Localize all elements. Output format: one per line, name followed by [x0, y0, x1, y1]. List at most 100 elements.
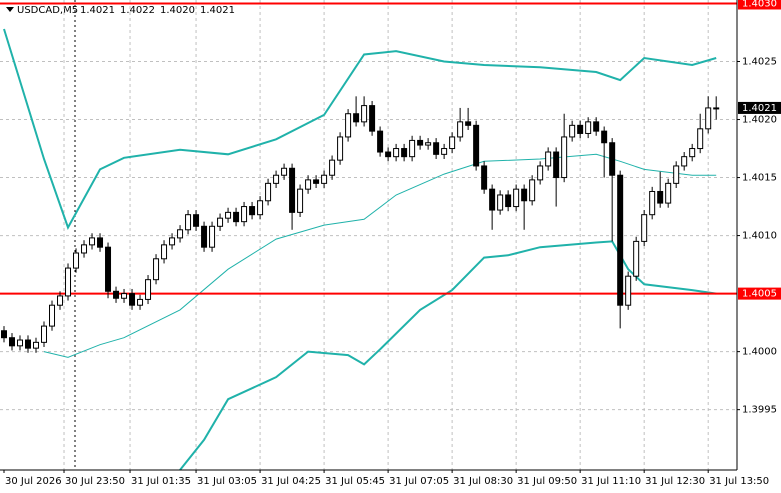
candle-body	[49, 304, 56, 327]
candle-body	[17, 339, 24, 347]
candle-body	[425, 142, 432, 146]
x-tick-label: 31 Jul 03:05	[197, 476, 257, 487]
x-tick-label: 31 Jul 12:30	[645, 476, 705, 487]
menu-arrow[interactable]	[6, 7, 14, 12]
candle-body	[521, 188, 528, 202]
candle-body	[289, 167, 296, 213]
candle-body	[553, 151, 560, 179]
candle-body	[81, 244, 88, 254]
candle-body	[569, 124, 576, 138]
candle-body	[305, 179, 312, 190]
bollinger-band	[3, 28, 717, 230]
candle-body	[89, 237, 96, 246]
level-box	[738, 287, 781, 300]
symbol: USDCAD,M5	[17, 5, 78, 16]
candle-body	[465, 121, 472, 126]
candle-body	[537, 165, 544, 181]
candle-body	[481, 165, 488, 190]
candle-body	[681, 156, 688, 167]
candle-body	[41, 325, 48, 343]
candle-body	[33, 341, 40, 349]
candle-body	[217, 217, 224, 227]
candle-body	[185, 214, 192, 231]
candle-body	[1, 330, 8, 339]
candle-body	[393, 148, 400, 158]
candle-body	[25, 339, 32, 349]
candle-body	[649, 190, 656, 216]
candle-body	[665, 182, 672, 204]
x-tick-label: 31 Jul 09:50	[517, 476, 577, 487]
candle-body	[409, 139, 416, 158]
candle-body	[257, 200, 264, 216]
candle-body	[401, 148, 408, 158]
y-tick-label: 1.4025	[742, 57, 777, 68]
last-price-box	[738, 101, 781, 114]
candle-body	[433, 142, 440, 155]
last-price-label: 1.4021	[742, 103, 777, 114]
candle-body	[505, 194, 512, 208]
candle-body	[697, 128, 704, 150]
candle-body	[561, 136, 568, 179]
candle-body	[145, 279, 152, 300]
candle-body	[209, 225, 216, 248]
candle-body	[705, 107, 712, 130]
candle-body	[417, 139, 424, 146]
candle-body	[497, 194, 504, 211]
candle-body	[689, 148, 696, 158]
candle-body	[529, 179, 536, 202]
candle-body	[73, 252, 80, 269]
candle-body	[249, 206, 256, 216]
candle-body	[673, 165, 680, 184]
candle-body	[121, 293, 128, 299]
x-tick-label: 31 Jul 04:25	[261, 476, 321, 487]
candle-body	[337, 136, 344, 161]
bollinger-band	[179, 240, 717, 471]
bollinger-band	[43, 153, 717, 358]
candle-body	[65, 267, 72, 297]
candle-body	[585, 121, 592, 134]
level-label: 1.4030	[742, 0, 777, 9]
candle-body	[449, 136, 456, 150]
candle-body	[225, 211, 232, 219]
candle-body	[201, 225, 208, 248]
y-tick-label: 1.3995	[742, 405, 777, 416]
candle-body	[369, 105, 376, 132]
candle-body	[113, 290, 120, 299]
candle-body	[633, 240, 640, 277]
candle-body	[105, 246, 112, 292]
candle-body	[241, 206, 248, 223]
x-tick-label: 31 Jul 13:50	[709, 476, 769, 487]
candle-body	[657, 190, 664, 204]
candle-body	[57, 295, 64, 306]
candle-body	[457, 121, 464, 138]
x-tick-label: 31 Jul 05:45	[325, 476, 385, 487]
candle-body	[9, 337, 16, 347]
ohlc-value: 1.4021	[80, 5, 115, 16]
x-tick-label: 30 Jul 2026	[5, 476, 62, 487]
x-tick-label: 31 Jul 11:10	[581, 476, 641, 487]
candle-body	[161, 244, 168, 260]
candle-body	[361, 105, 368, 123]
candle-body	[265, 182, 272, 202]
candle-body	[601, 130, 608, 144]
y-tick-label: 1.4020	[742, 115, 777, 126]
candle-body	[385, 151, 392, 158]
candle-body	[625, 275, 632, 306]
x-tick-label: 31 Jul 01:35	[131, 476, 191, 487]
candle-body	[441, 148, 448, 155]
candle-body	[473, 124, 480, 167]
x-tick-label: 31 Jul 07:05	[389, 476, 449, 487]
candle-body	[713, 107, 720, 110]
ohlc-value: 1.4022	[120, 5, 155, 16]
candle-body	[193, 214, 200, 227]
candle-body	[641, 214, 648, 242]
candle-body	[177, 229, 184, 239]
candle-body	[593, 121, 600, 132]
candle-body	[577, 124, 584, 134]
candle-body	[353, 113, 360, 123]
candle-body	[377, 130, 384, 153]
candle-body	[313, 179, 320, 184]
candle-body	[233, 211, 240, 223]
